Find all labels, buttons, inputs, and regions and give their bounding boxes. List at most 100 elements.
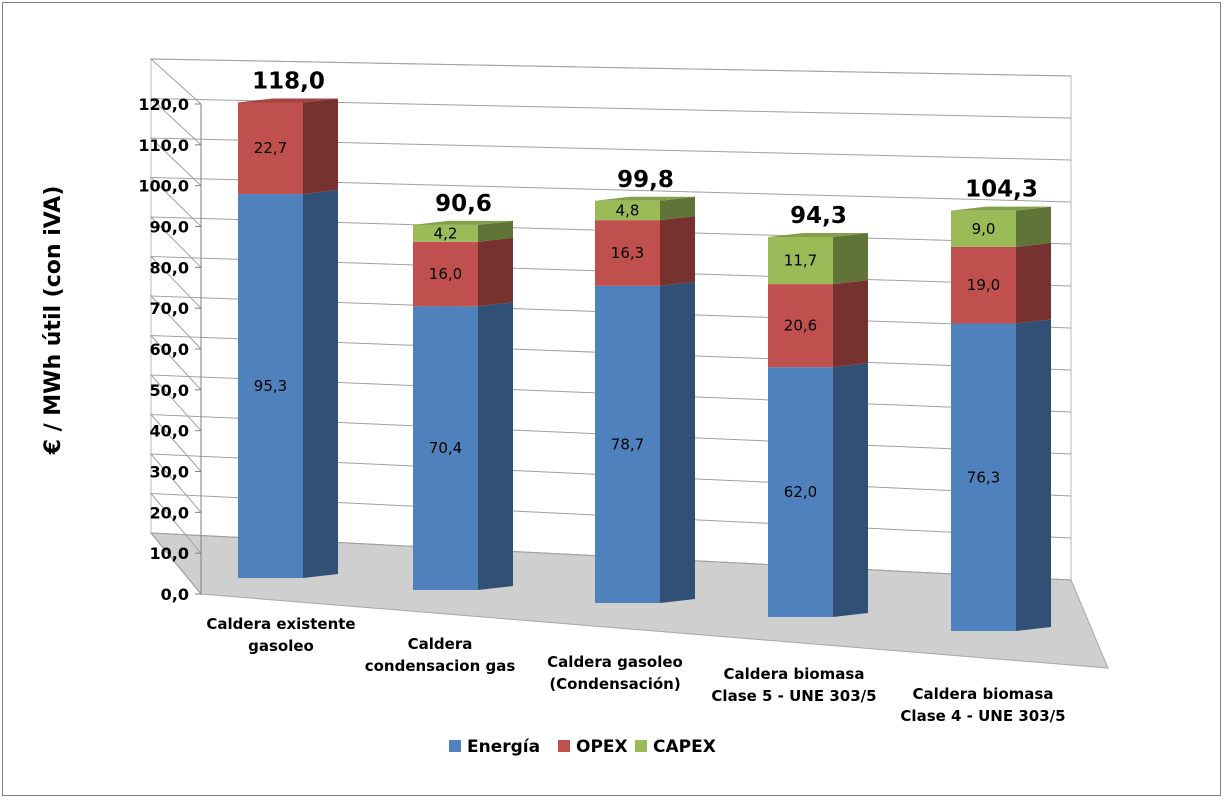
gridline	[149, 492, 1072, 554]
category-label-line: Clase 4 - UNE 303/5	[900, 707, 1065, 725]
legend-swatch	[449, 740, 461, 752]
category-label: Caldera existente gasoleo	[206, 615, 355, 655]
bar-segment-opex	[595, 220, 660, 286]
y-tick-label: 40,0	[150, 422, 189, 441]
data-label: 4,8	[616, 201, 640, 219]
bar-side	[833, 232, 868, 285]
bar-side	[478, 220, 513, 242]
y-tick-label: 80,0	[150, 258, 189, 277]
bar-side	[1016, 242, 1051, 324]
bar-top	[768, 232, 868, 237]
bar-segment-energía	[413, 306, 478, 590]
y-axis: 0,0 10,0 20,0 30,0 40,0 50,0 60,0 70,0 80,0 90,0 1…	[138, 95, 202, 604]
bar-top	[951, 206, 1051, 211]
data-label: 62,0	[784, 483, 817, 501]
y-tick-label: 10,0	[150, 544, 189, 563]
data-label: 4,2	[434, 224, 458, 242]
bar-side	[660, 216, 695, 286]
x-axis-labels: Caldera existente gasoleo Caldera condensac…	[206, 615, 1065, 725]
bar-top	[595, 196, 695, 201]
gridline	[149, 295, 1072, 350]
legend-label: Energía	[467, 737, 540, 757]
category-label: Caldera biomasa Clase 4 - UNE 303/5	[900, 685, 1065, 725]
y-tick-label: 30,0	[150, 463, 189, 482]
bar-side	[833, 363, 868, 617]
bar-segment-energía	[951, 323, 1016, 631]
category-label-line: Caldera	[408, 635, 473, 653]
bar-segment-energía	[238, 193, 303, 579]
bar-side	[1016, 319, 1051, 631]
category-label-line: Caldera gasoleo	[547, 653, 683, 671]
y-tick-label: 90,0	[150, 218, 189, 237]
y-tick-label: 110,0	[138, 136, 189, 155]
total-label: 118,0	[252, 68, 325, 94]
data-label: 19,0	[967, 276, 1000, 294]
y-tick-label: 120,0	[138, 95, 189, 114]
legend-label: CAPEX	[653, 737, 716, 757]
category-label-line: Caldera biomasa	[913, 685, 1054, 703]
bar-stack: 62,0 20,6 11,7 94,3	[768, 203, 868, 617]
bar-side	[660, 281, 695, 603]
y-tick-label: 50,0	[150, 381, 189, 400]
bar-segment-energía	[768, 367, 833, 617]
bar-segment-opex	[951, 246, 1016, 324]
category-label-line: (Condensación)	[549, 675, 680, 693]
y-axis-title: € / MWh útil (con iVA)	[41, 186, 66, 456]
legend-swatch	[558, 740, 570, 752]
category-label-line: Clase 5 - UNE 303/5	[711, 687, 876, 705]
category-label: Caldera condensacion gas	[365, 635, 516, 675]
bar-stack: 76,3 19,0 9,0 104,3	[951, 177, 1051, 631]
y-tick-label: 70,0	[150, 299, 189, 318]
total-label: 99,8	[617, 167, 674, 193]
y-tick-label: 20,0	[150, 503, 189, 522]
y-tick-label: 100,0	[138, 177, 189, 196]
data-label: 20,6	[784, 317, 817, 335]
y-tick-label: 60,0	[150, 340, 189, 359]
gridline	[149, 453, 1072, 513]
gridline	[149, 374, 1072, 432]
bar-side	[660, 196, 695, 221]
legend-label: OPEX	[576, 737, 628, 757]
total-label: 104,3	[965, 177, 1038, 203]
data-label: 70,4	[429, 439, 462, 457]
bar-stack: 78,7 16,3 4,8 99,8	[595, 167, 695, 603]
total-label: 94,3	[790, 203, 847, 229]
gridline	[149, 255, 1072, 309]
stacked-bar-chart-3d: 0,0 10,0 20,0 30,0 40,0 50,0 60,0 70,0 80,0 90,0 1…	[41, 57, 1109, 757]
bar-segment-opex	[768, 284, 833, 368]
y-tick-label: 0,0	[161, 585, 189, 604]
bars: 95,3 22,7 118,0 70,4 16,0 4,2 90,6 78,7 16,3 4,8 9…	[238, 68, 1051, 631]
gridline	[149, 97, 1072, 146]
data-label: 78,7	[611, 435, 644, 453]
gridline	[149, 137, 1072, 187]
bar-top	[238, 98, 338, 103]
legend: Energía OPEX CAPEX	[449, 737, 716, 757]
bar-segment-capex	[595, 200, 660, 221]
category-label: Caldera gasoleo (Condensación)	[547, 653, 683, 693]
legend-swatch	[635, 740, 647, 752]
data-label: 76,3	[967, 468, 1000, 486]
bar-side	[303, 98, 338, 194]
bar-side	[833, 280, 868, 368]
gridline	[149, 216, 1072, 268]
gridline	[149, 334, 1072, 391]
bar-side	[303, 189, 338, 579]
data-label: 16,3	[611, 244, 644, 262]
data-label: 95,3	[254, 377, 287, 395]
data-label: 16,0	[429, 265, 462, 283]
category-label-line: condensacion gas	[365, 657, 516, 675]
gridline	[149, 413, 1072, 472]
gridline	[149, 58, 1072, 105]
category-label: Caldera biomasa Clase 5 - UNE 303/5	[711, 665, 876, 705]
gridlines	[149, 58, 1072, 595]
bar-stack: 70,4 16,0 4,2 90,6	[413, 191, 513, 590]
bar-side	[1016, 206, 1051, 247]
category-label-line: Caldera biomasa	[724, 665, 865, 683]
bar-stack: 95,3 22,7 118,0	[238, 68, 338, 579]
bar-side	[478, 237, 513, 307]
data-label: 9,0	[972, 220, 996, 238]
category-label-line: Caldera existente	[206, 615, 355, 633]
bar-top	[413, 220, 513, 225]
gridline	[149, 532, 1072, 595]
